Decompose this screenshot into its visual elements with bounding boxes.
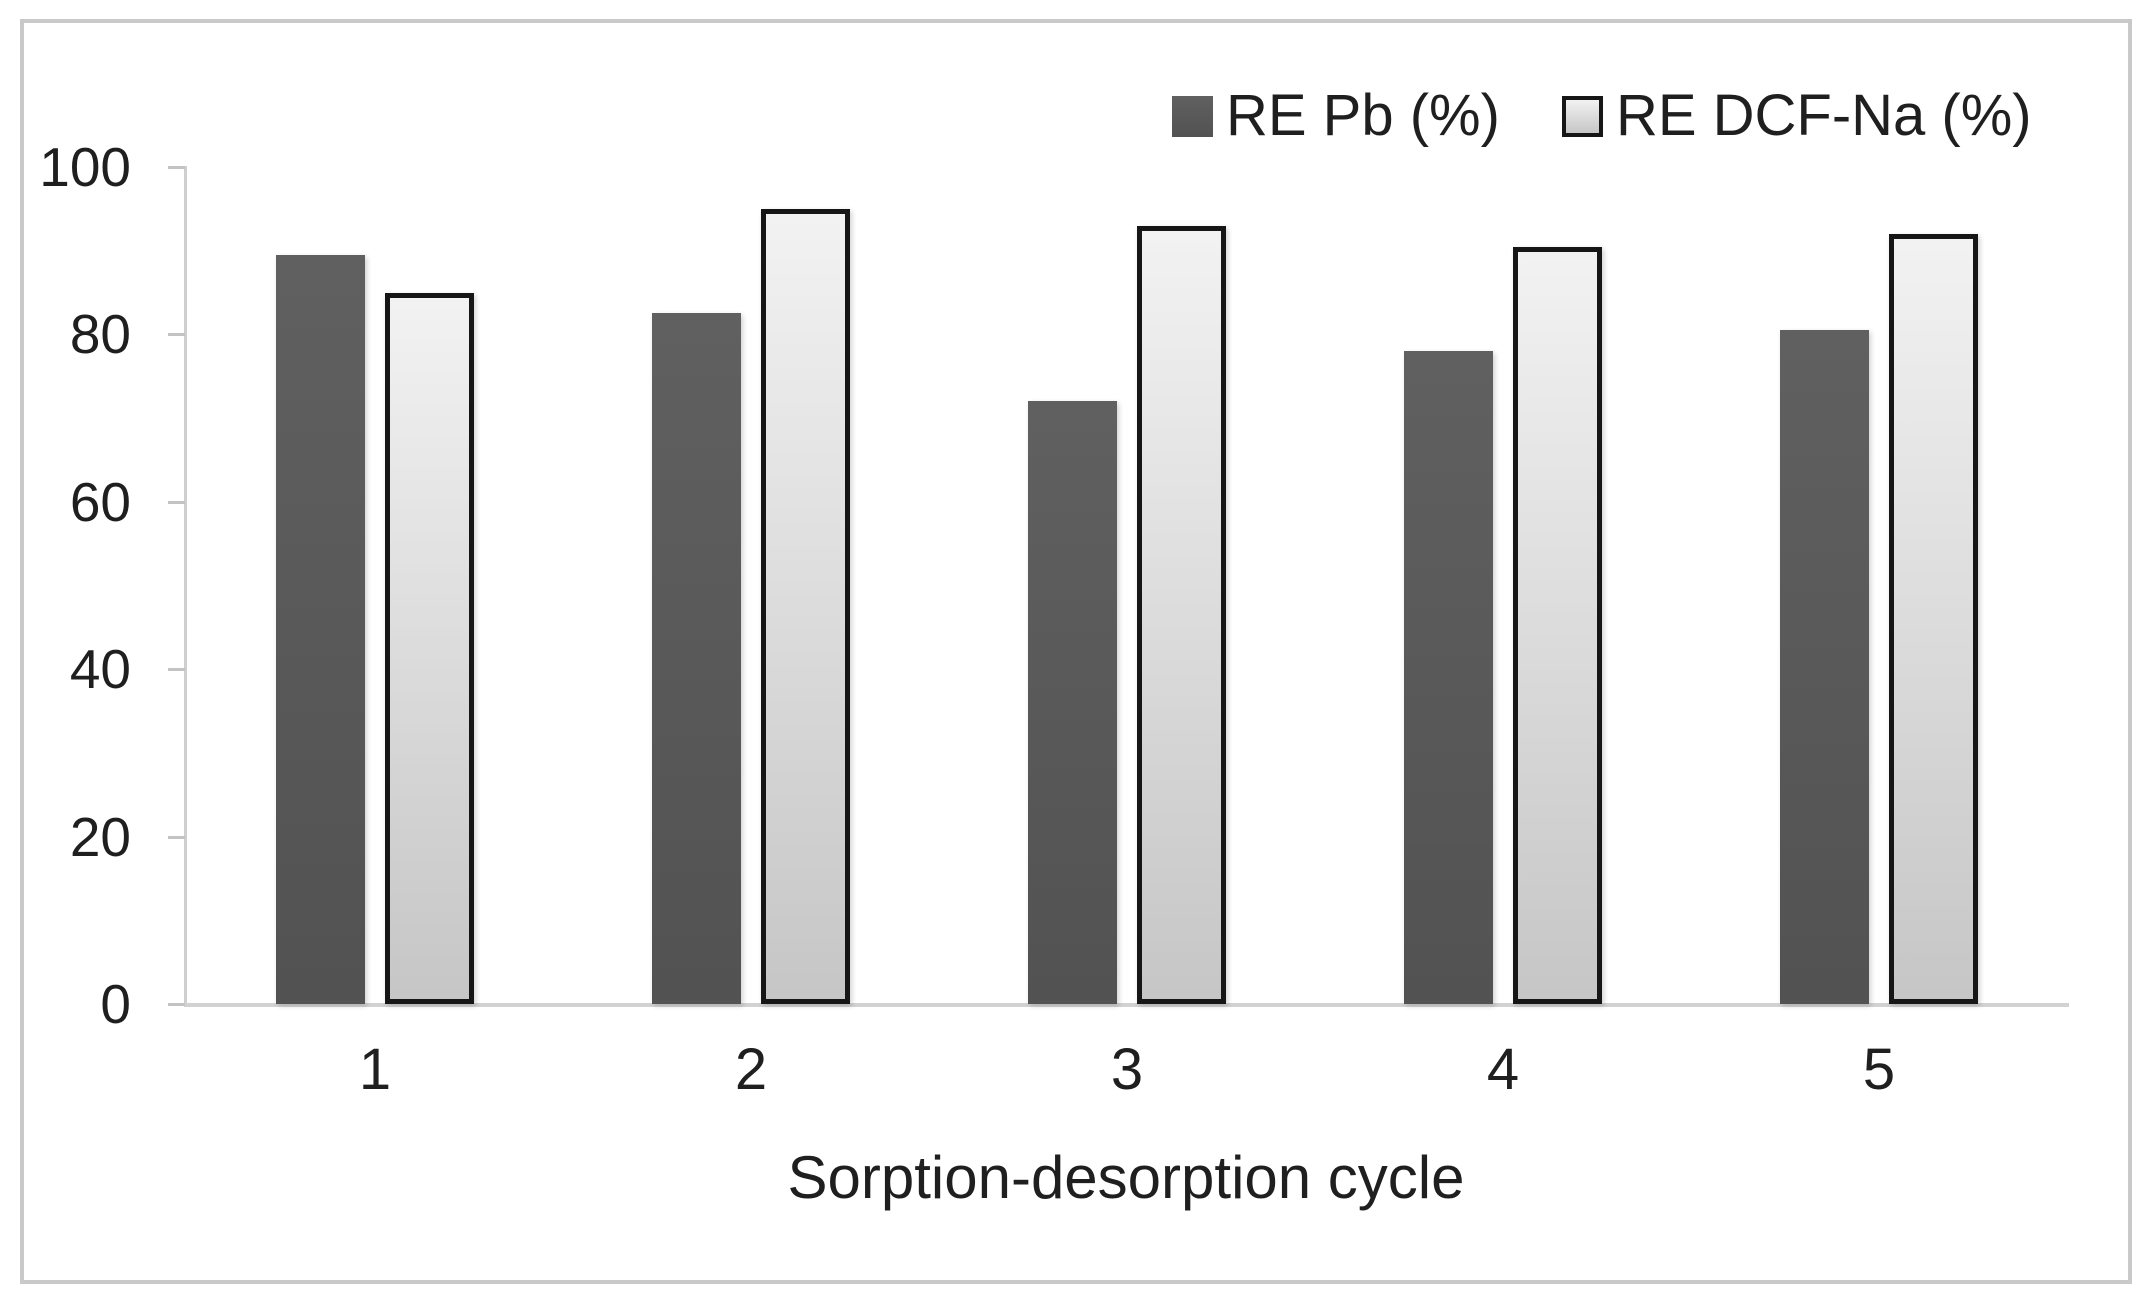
y-axis-tick-mark: [168, 166, 185, 169]
bar-re-pb-cycle-2: [652, 313, 741, 1004]
x-axis-tick-label: 1: [358, 1037, 392, 1102]
bar-re-pb-cycle-5: [1780, 330, 1869, 1004]
bar-re-dcf-na-cycle-1: [385, 293, 474, 1004]
legend-swatch-re-pb: [1172, 95, 1213, 137]
legend-item-re-dcf-na: RE DCF-Na (%): [1561, 83, 2032, 148]
legend-swatch-re-dcf-na: [1561, 95, 1603, 137]
y-axis-tick-mark: [168, 1003, 185, 1006]
legend-label-re-pb: RE Pb (%): [1226, 83, 1500, 148]
y-axis-line: [184, 166, 187, 1007]
x-axis-tick-label: 5: [1862, 1037, 1896, 1102]
x-axis-tick-label: 4: [1486, 1037, 1520, 1102]
x-axis-tick-label: 3: [1110, 1037, 1144, 1102]
legend: RE Pb (%) RE DCF-Na (%): [1172, 86, 2032, 146]
y-axis-tick-label: 100: [39, 136, 131, 198]
y-axis-tick-mark: [168, 836, 185, 839]
y-axis-tick-label: 60: [69, 471, 131, 533]
bar-re-dcf-na-cycle-4: [1513, 247, 1602, 1004]
y-axis-tick-label: 0: [100, 973, 131, 1035]
bar-re-pb-cycle-1: [276, 255, 365, 1004]
bar-re-dcf-na-cycle-2: [761, 209, 850, 1004]
legend-label-re-dcf-na: RE DCF-Na (%): [1615, 83, 2032, 148]
x-axis-title: Sorption-desorption cycle: [787, 1144, 1465, 1211]
x-axis-line: [185, 1003, 2069, 1007]
y-axis-tick-mark: [168, 668, 185, 671]
bar-re-dcf-na-cycle-3: [1137, 226, 1226, 1004]
bar-re-pb-cycle-4: [1404, 351, 1493, 1004]
bar-re-dcf-na-cycle-5: [1889, 234, 1978, 1004]
bar-re-pb-cycle-3: [1028, 401, 1117, 1004]
y-axis-tick-mark: [168, 501, 185, 504]
y-axis-tick-label: 20: [69, 806, 131, 868]
legend-item-re-pb: RE Pb (%): [1172, 86, 1500, 146]
y-axis-tick-label: 40: [69, 638, 131, 700]
y-axis-tick-label: 80: [69, 303, 131, 365]
y-axis-tick-mark: [168, 333, 185, 336]
x-axis-tick-label: 2: [734, 1037, 768, 1102]
